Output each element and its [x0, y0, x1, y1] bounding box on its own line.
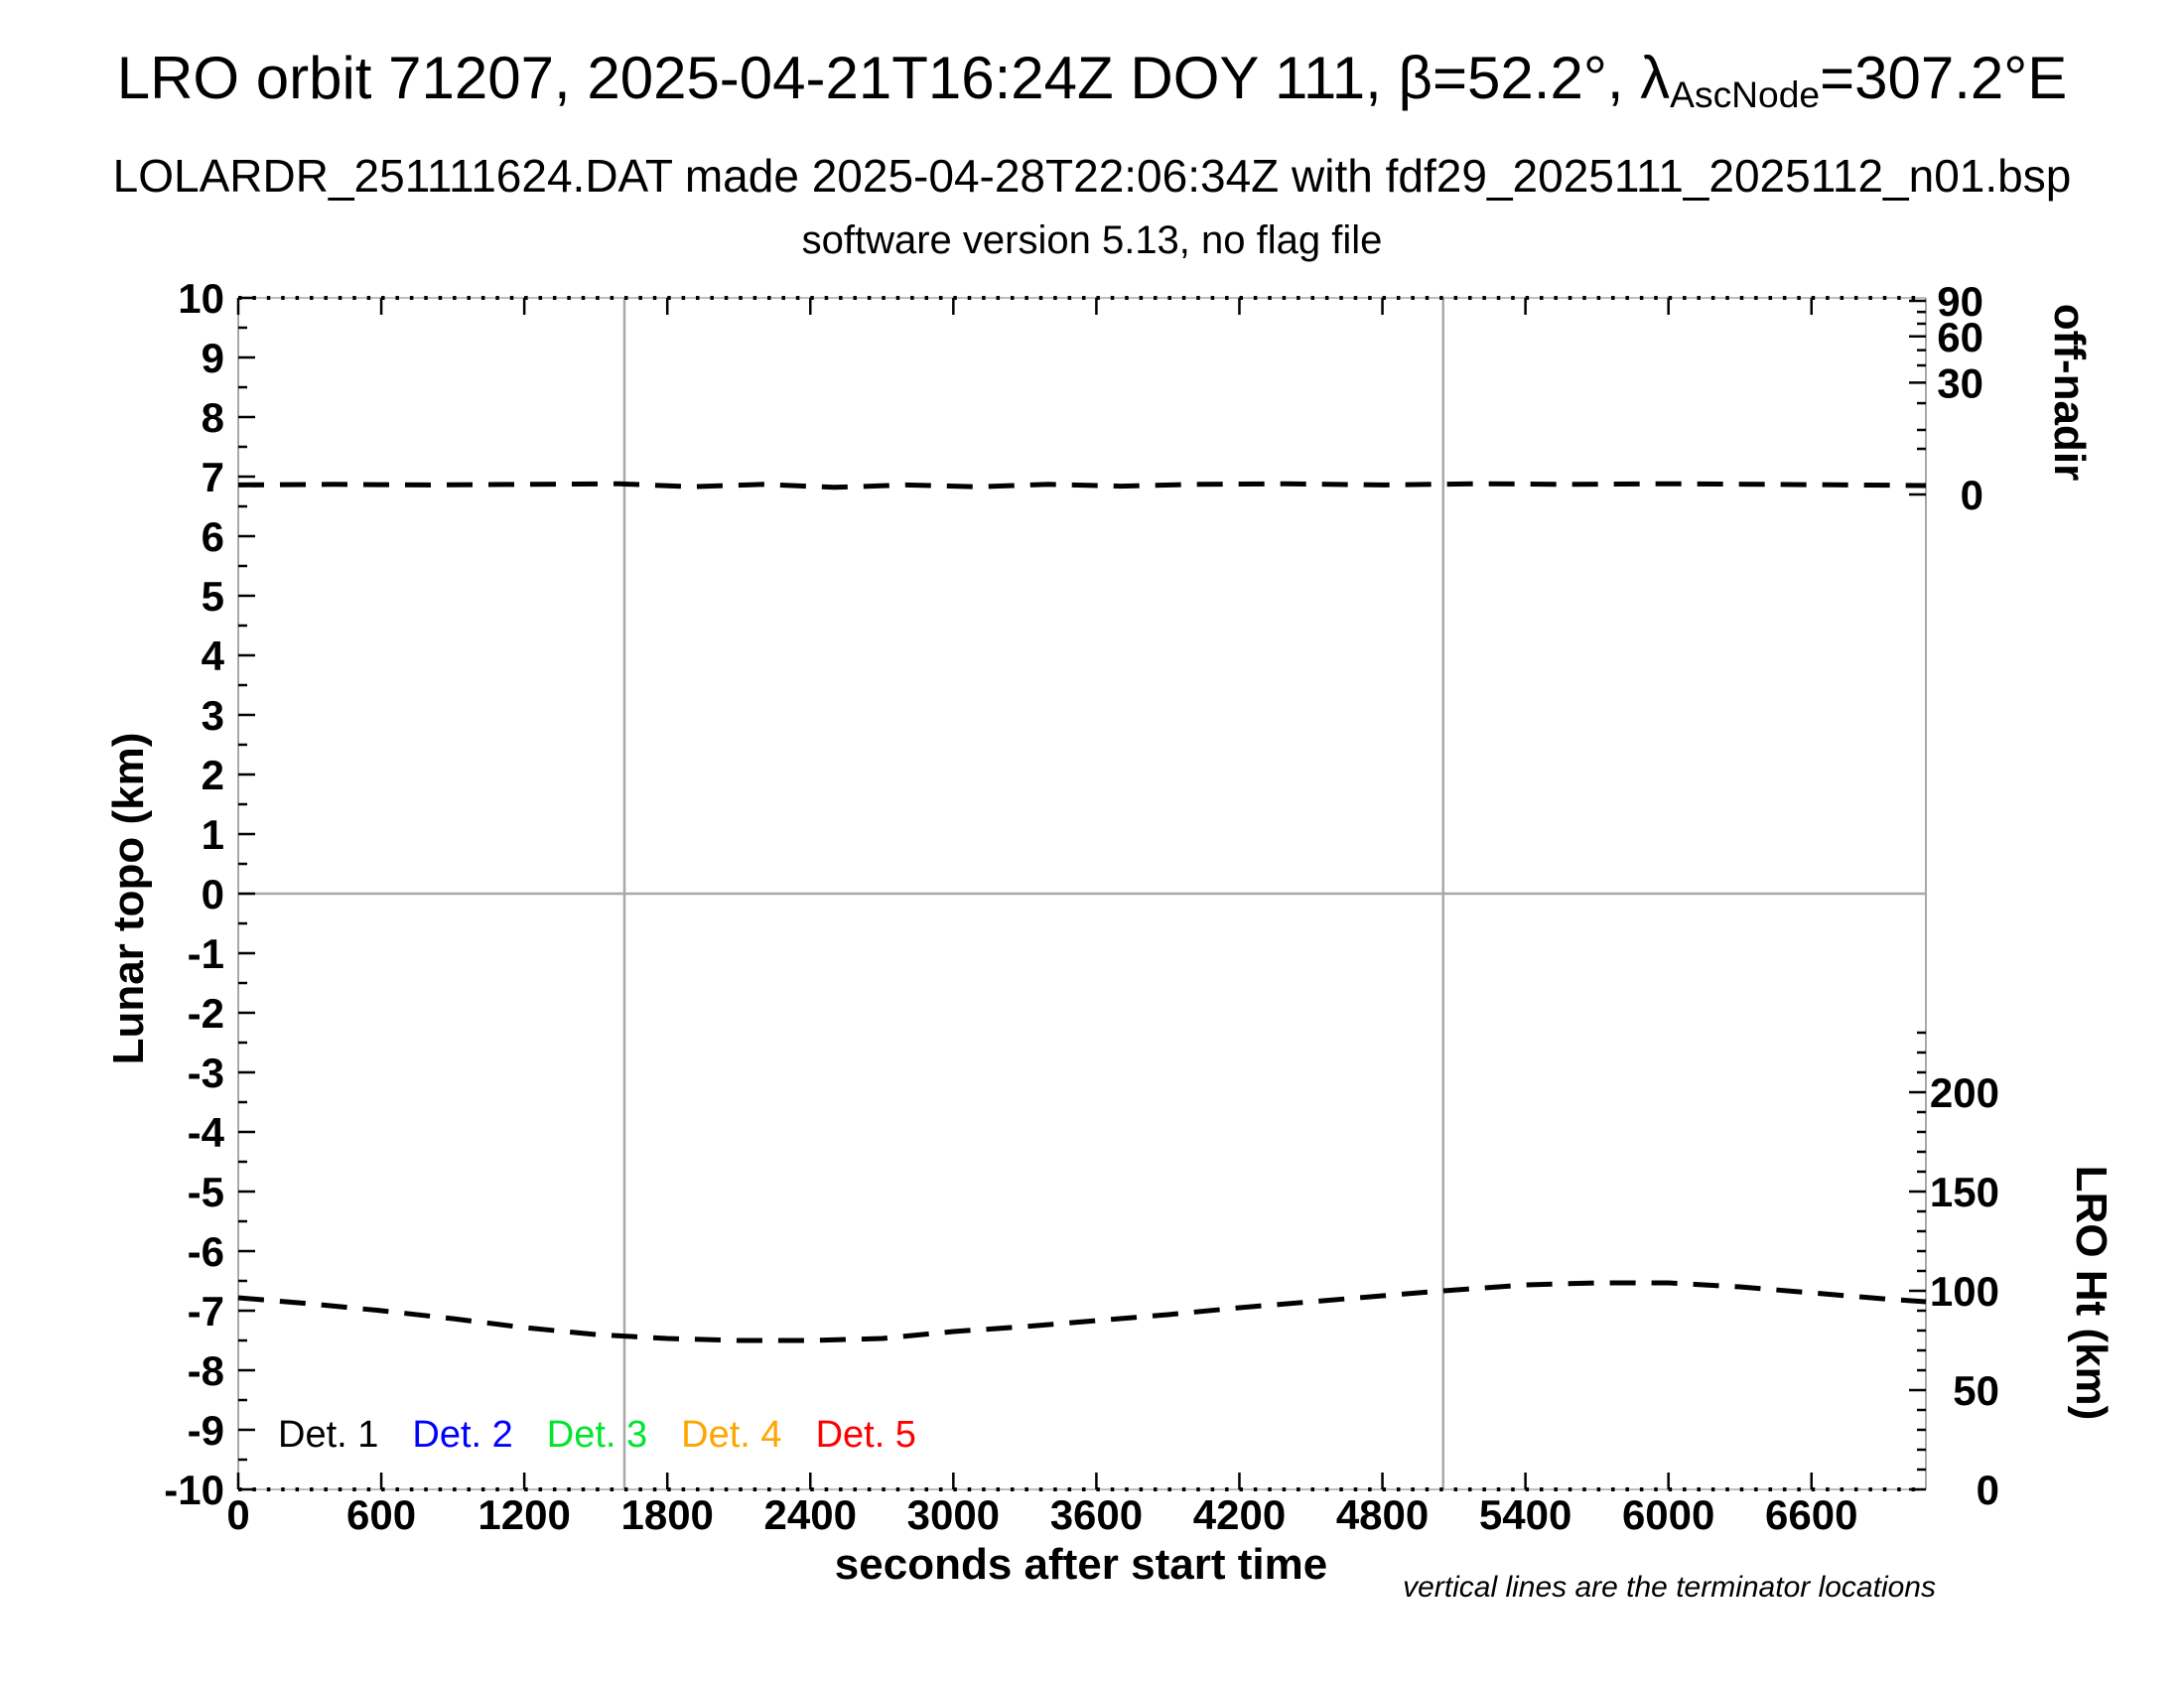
x-tick-label: 4200: [1193, 1491, 1286, 1538]
x-tick-label: 0: [226, 1491, 249, 1538]
x-tick-label: 6600: [1765, 1491, 1857, 1538]
left-tick-label: -5: [188, 1169, 224, 1215]
x-tick-label: 2400: [764, 1491, 857, 1538]
left-tick-label: -6: [188, 1228, 224, 1275]
software-version-line: software version 5.13, no flag file: [801, 218, 1383, 262]
lro-ht-tick-label: 150: [1930, 1169, 1999, 1215]
left-tick-label: 4: [202, 633, 225, 679]
x-axis-title: seconds after start time: [834, 1540, 1328, 1589]
page-title: LRO orbit 71207, 2025-04-21T16:24Z DOY 1…: [0, 44, 2184, 115]
lro-height-curve: [237, 1280, 1927, 1343]
legend-item-det4: Det. 4: [681, 1414, 782, 1456]
x-tick-label: 3600: [1050, 1491, 1143, 1538]
x-tick-label: 3000: [907, 1491, 1000, 1538]
left-tick-label: -4: [188, 1109, 225, 1156]
left-tick-label: -10: [164, 1467, 224, 1513]
lro-ht-tick-label: 50: [1953, 1367, 1999, 1414]
left-tick-label: 8: [202, 394, 224, 441]
x-tick-label: 1200: [478, 1491, 570, 1538]
legend-item-det5: Det. 5: [815, 1414, 916, 1456]
left-tick-label: 6: [202, 513, 224, 560]
lro-ht-tick-label: 100: [1930, 1268, 1999, 1315]
left-tick-label: -3: [188, 1050, 224, 1096]
left-tick-label: 3: [202, 692, 224, 739]
legend-item-det3: Det. 3: [546, 1414, 648, 1456]
left-tick-label: -8: [188, 1347, 224, 1394]
title-subscript: AscNode: [1670, 72, 1821, 115]
off-nadir-curve: [237, 481, 1927, 491]
title-tail: =307.2°E: [1820, 45, 2068, 111]
detector-legend: Det. 1 Det. 2 Det. 3 Det. 4 Det. 5: [278, 1414, 916, 1457]
lro-ht-tick-label: 200: [1930, 1069, 1999, 1116]
lro-ht-tick-label: 0: [1977, 1467, 1999, 1513]
left-tick-label: 1: [202, 811, 224, 858]
x-tick-label: 6000: [1622, 1491, 1714, 1538]
x-tick-label: 600: [346, 1491, 416, 1538]
off-nadir-tick-label: 0: [1961, 472, 1983, 518]
x-tick-label: 4800: [1336, 1491, 1429, 1538]
left-tick-label: 7: [202, 454, 224, 500]
left-tick-label: 0: [202, 871, 224, 917]
legend-item-det1: Det. 1: [278, 1414, 379, 1456]
terminator-footnote: vertical lines are the terminator locati…: [1403, 1571, 1936, 1604]
left-tick-label: 9: [202, 335, 224, 381]
left-tick-label: 5: [202, 573, 224, 620]
left-tick-label: 2: [202, 752, 224, 798]
off-nadir-tick-label: 30: [1937, 359, 1983, 406]
left-tick-label: -2: [188, 990, 224, 1037]
title-main: LRO orbit 71207, 2025-04-21T16:24Z DOY 1…: [116, 45, 1671, 111]
left-tick-label: -9: [188, 1407, 224, 1454]
left-tick-label: -1: [188, 930, 224, 977]
subtitle-filename: LOLARDR_251111624.DAT made 2025-04-28T22…: [112, 150, 2072, 202]
off-nadir-tick-label: 90: [1937, 278, 1983, 325]
left-tick-label: 10: [178, 275, 224, 322]
legend-item-det2: Det. 2: [412, 1414, 513, 1456]
left-tick-label: -7: [188, 1288, 224, 1335]
x-tick-label: 1800: [620, 1491, 713, 1538]
off-nadir-tick-label: 60: [1937, 314, 1983, 360]
x-tick-label: 5400: [1479, 1491, 1571, 1538]
